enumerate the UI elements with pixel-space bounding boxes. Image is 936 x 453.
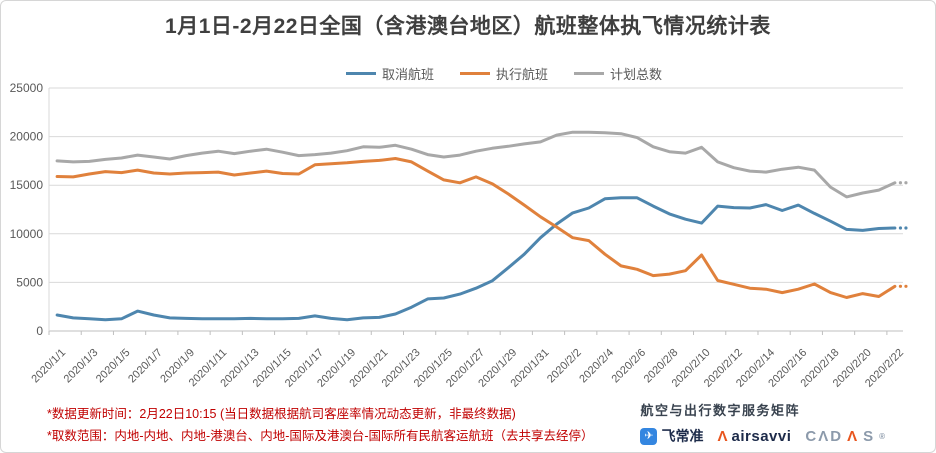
variflight-wordmark: 飞常准 [661,428,704,444]
series-line-cancelled [55,196,897,322]
provisional-dot-cancelled [904,226,908,230]
provisional-dot-executed [904,284,908,288]
x-tick-label-2020/1/1: 2020/1/1 [29,347,68,386]
airsavvi-logo: Λ airsavvi [717,428,791,445]
provisional-dot-cancelled [898,226,903,230]
legend-label-executed: 执行航班 [495,66,548,82]
branding-block: 航空与出行数字服务矩阵 ✈ 飞常准 Λ airsavvi CΛD Λ S ® [640,400,887,446]
legend-swatch-executed [459,71,490,75]
legend-label-planned: 计划总数 [610,66,663,82]
brand-tagline: 航空与出行数字服务矩阵 [640,403,800,418]
footnote-scope: *取数范围：内地-内地、内地-港澳台、内地-国际及港澳台-国际所有民航客运航班（… [47,429,594,443]
cadas-wordmark-accent: Λ [847,427,860,445]
airplane-icon: ✈ [640,427,658,445]
x-tick-label-2020/2/4: 2020/2/4 [577,347,616,386]
series-line-planned [55,130,897,199]
line-chart: 05000100001500020000250002020/1/12020/1/… [10,81,908,390]
airsavvi-icon: Λ [717,427,728,445]
logo-row: ✈ 飞常准 Λ airsavvi CΛD Λ S ® [640,426,887,446]
legend-item-cancelled: 取消航班 [345,64,434,83]
provisional-dot-planned [898,181,903,185]
legend-swatch-cancelled [345,71,376,75]
legend-item-planned: 计划总数 [574,64,662,83]
registered-mark: ® [879,431,887,441]
y-tick-label-10000: 10000 [10,227,44,241]
y-tick-label-20000: 20000 [10,130,44,144]
provisional-dot-executed [898,284,903,288]
y-tick-label-5000: 5000 [16,275,43,289]
cadas-logo: CΛD Λ S ® [805,428,887,445]
legend-item-executed: 执行航班 [459,64,548,83]
y-tick-label-0: 0 [36,324,43,338]
x-tick-label-2020/1/5: 2020/1/5 [94,347,133,386]
legend-label-cancelled: 取消航班 [381,66,434,82]
legend-swatch-planned [574,71,604,75]
cadas-wordmark-1: CΛD [805,427,844,445]
series-line-executed [55,157,897,299]
x-tick-label-2020/2/6: 2020/2/6 [609,347,648,386]
chart-legend: 取消航班 执行航班 计划总数 [71,63,935,83]
x-tick-label-2020/1/3: 2020/1/3 [62,347,101,386]
chart-title: 1月1日-2月22日全国（含港澳台地区）航班整体执飞情况统计表 [165,15,771,38]
provisional-dot-planned [904,181,908,185]
footnote-update-time: *数据更新时间：2月22日10:15 (当日数据根据航司客座率情况动态更新，非最… [47,407,516,421]
y-tick-label-25000: 25000 [10,81,44,95]
airsavvi-wordmark: airsavvi [731,427,792,445]
cadas-wordmark-2: S [863,427,876,445]
x-tick-label-2020/1/7: 2020/1/7 [126,347,165,386]
chart-footnotes: *数据更新时间：2月22日10:15 (当日数据根据航司客座率情况动态更新，非最… [47,403,594,447]
y-tick-label-15000: 15000 [10,178,44,192]
variflight-logo: ✈ 飞常准 [640,426,703,446]
x-tick-label-2020/2/2: 2020/2/2 [545,347,584,386]
